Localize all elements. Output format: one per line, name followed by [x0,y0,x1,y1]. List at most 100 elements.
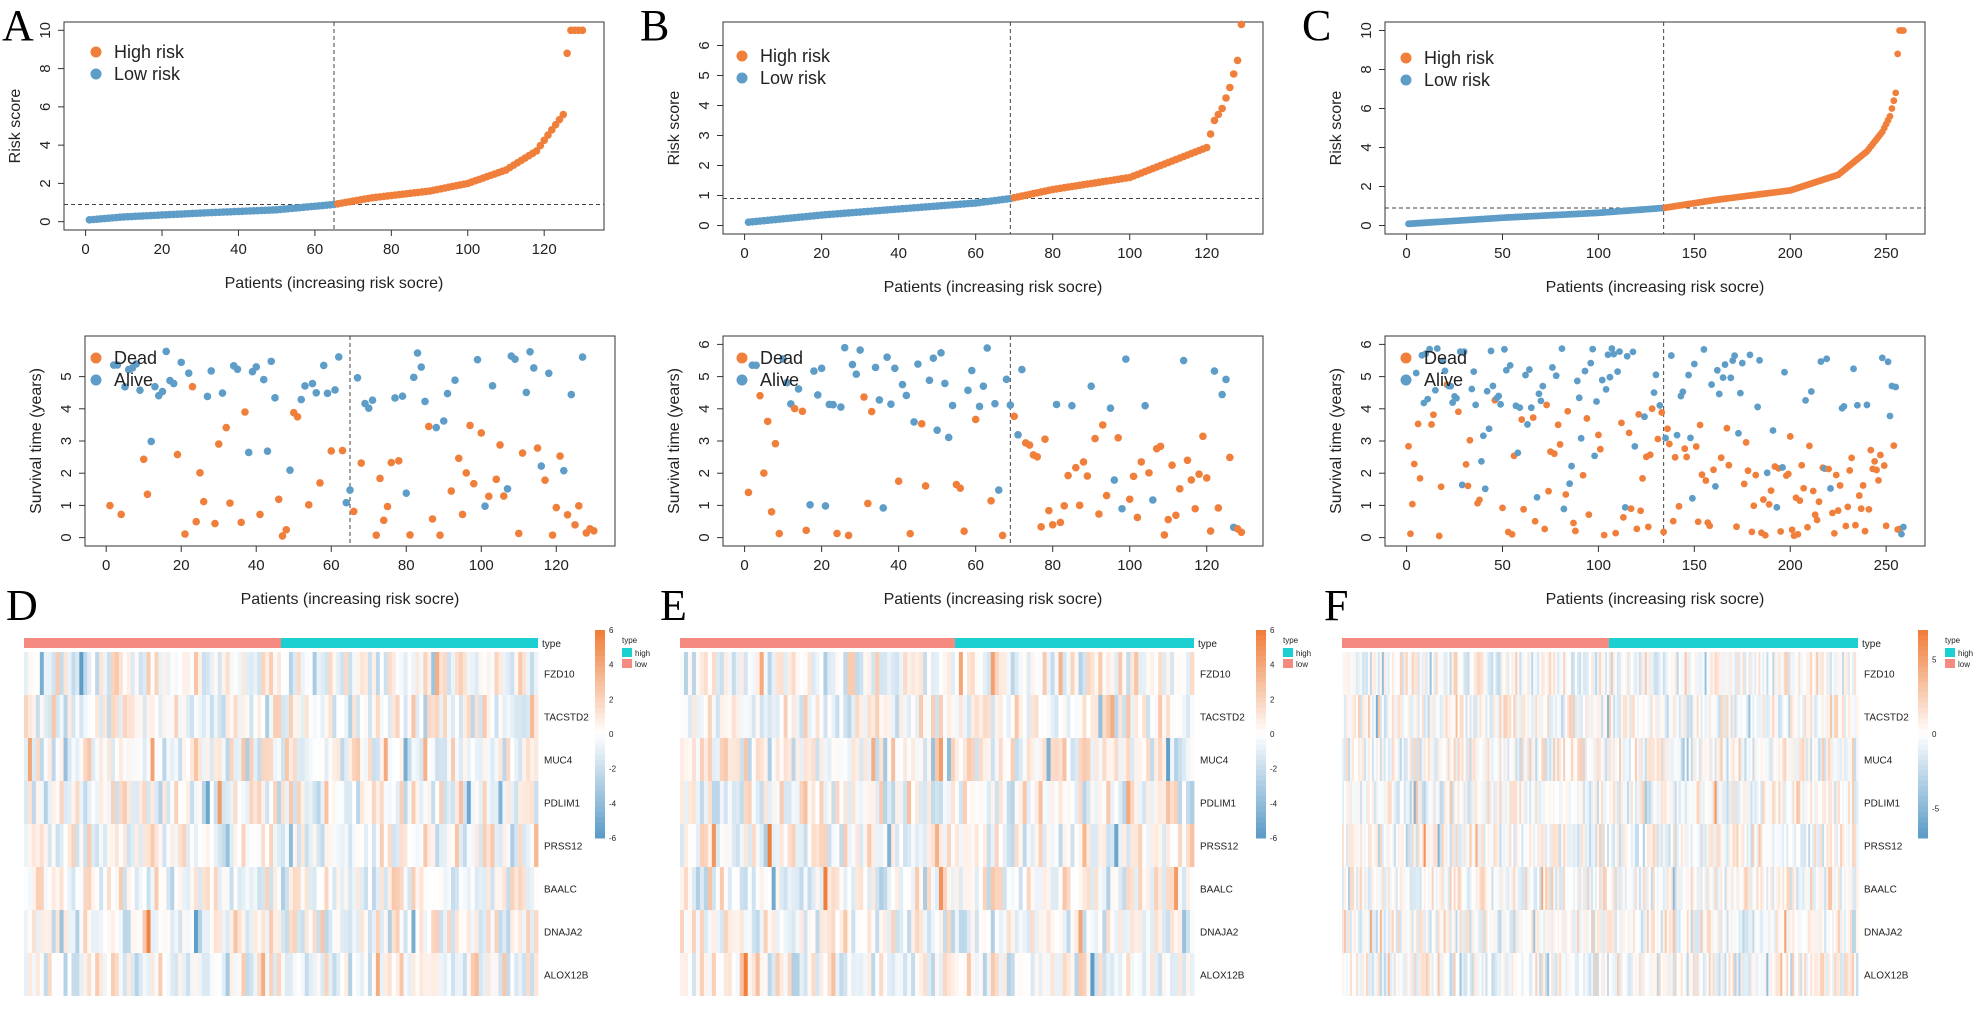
heatmap-cell [803,781,808,824]
heatmap-cell [1463,781,1466,824]
heatmap-cell [1622,781,1626,824]
heatmap-cell [1545,695,1548,738]
heatmap-cell [1014,867,1020,910]
heatmap-cell [1589,867,1592,910]
heatmap-cell [1387,824,1391,867]
heatmap-cell [863,910,868,953]
heatmap-e: typeFZD10TACSTD2MUC4PDLIM1PRSS12BAALCDNA… [680,626,1311,996]
dead-point [349,507,358,516]
heatmap-cell [281,652,286,695]
alive-point [1621,503,1629,511]
heatmap-cell [1407,781,1411,824]
heatmap-cell [1026,953,1032,996]
alive-point [1593,398,1600,405]
heatmap-cell [328,910,333,953]
heatmap-cell [1802,824,1805,867]
heatmap-cell [1573,652,1576,695]
heatmap-cell [1780,652,1783,695]
heatmap-cell [783,867,788,910]
heatmap-cell [1654,695,1658,738]
heatmap-cell [1585,652,1588,695]
heatmap-cell [277,824,282,867]
heatmap-cell [478,910,484,953]
heatmap-cell [1650,695,1654,738]
heatmap-cell [1557,738,1560,781]
heatmap-cell [1078,910,1083,953]
heatmap-cell [217,910,223,953]
heatmap-cell [1447,781,1450,824]
heatmap-cell [1158,910,1163,953]
heatmap-cell [1786,781,1789,824]
heatmap-cell [328,867,333,910]
heatmap-cell [186,910,191,953]
heatmap-cell [1102,738,1107,781]
heatmap-cell [691,867,697,910]
heatmap-cell [1355,652,1359,695]
heatmap-cell [719,867,725,910]
dead-point [541,476,549,484]
heatmap-cell [1443,695,1446,738]
heatmap-cell [1170,953,1175,996]
heatmap-cell [1748,824,1751,867]
heatmap-cell [799,652,804,695]
heatmap-cell [1134,738,1139,781]
heatmap-cell [451,953,456,996]
heatmap-cell [95,695,100,738]
heatmap-cell [1610,652,1614,695]
heatmap-cell [763,824,769,867]
heatmap-cell [371,953,377,996]
heatmap-cell [823,953,828,996]
heatmap-cell [1778,695,1781,738]
alive-point [902,391,911,400]
heatmap-cell [919,695,924,738]
heatmap-cell [462,867,468,910]
heatmap-cell [91,738,96,781]
heatmap-cell [923,824,928,867]
heatmap-cell [253,781,258,824]
heatmap-cell [526,867,531,910]
dead-point [1098,421,1107,429]
heatmap-cell [1716,738,1719,781]
colorbar-tick-label: -6 [609,834,617,843]
heatmap-cell [1708,781,1711,824]
colorbar-tick-label: 2 [609,695,614,704]
heatmap-cell [190,953,195,996]
heatmap-cell [1054,910,1059,953]
heatmap-cell [1417,781,1421,824]
heatmap-cell [1748,781,1751,824]
c-surv-y-axis-label: Survival time (years) [1328,368,1345,514]
heatmap-cell [1369,867,1373,910]
heatmap-cell [1726,824,1729,867]
heatmap-cell [771,953,777,996]
heatmap-cell [799,867,804,910]
heatmap-cell [1714,695,1717,738]
risk-point [559,110,568,119]
heatmap-cell [1399,652,1403,695]
heatmap-cell [221,781,227,824]
annotation-high-bar [954,638,1194,648]
heatmap-cell [1569,738,1572,781]
heatmap-cell [1593,652,1596,695]
colorbar-tick-label: -4 [1270,799,1278,808]
heatmap-cell [763,781,769,824]
heatmap-cell [835,824,840,867]
heatmap-cell [494,652,499,695]
heatmap-cell [1557,824,1560,867]
heatmap-cell [1066,867,1071,910]
heatmap-cell [1856,824,1859,867]
heatmap-cell [1349,781,1353,824]
heatmap-cell [1692,867,1696,910]
heatmap-cell [1680,695,1684,738]
heatmap-cell [1650,738,1654,781]
heatmap-cell [1846,652,1849,695]
heatmap-cell [847,695,852,738]
heatmap-cell [1700,824,1703,867]
a-risk-y-axis-label: Risk score [7,89,24,164]
heatmap-cell [217,652,223,695]
heatmap-cell [288,781,294,824]
heatmap-cell [1826,781,1829,824]
heatmap-cell [847,652,852,695]
heatmap-cell [1599,824,1602,867]
dead-point [1867,446,1875,454]
heatmap-cell [490,910,495,953]
